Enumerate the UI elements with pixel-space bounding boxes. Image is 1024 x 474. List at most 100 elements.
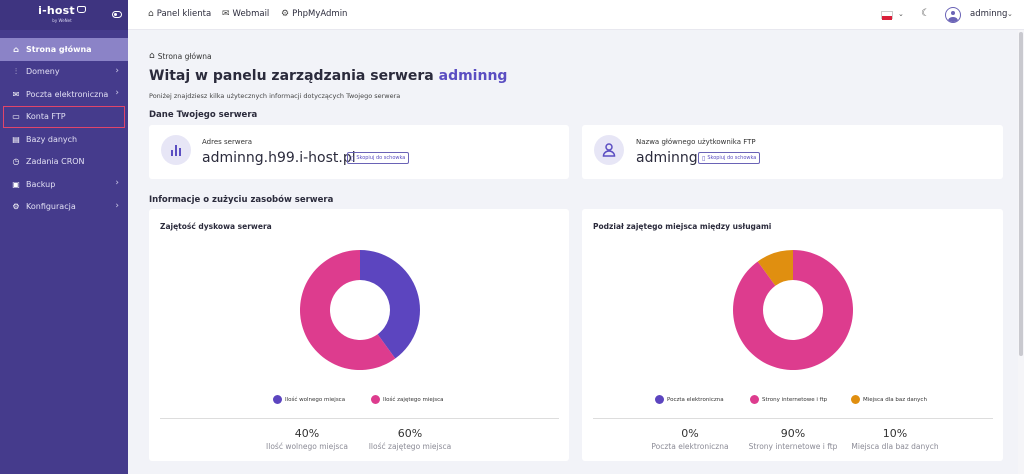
stat-value: 40% — [294, 427, 320, 440]
user-menu-name[interactable]: adminng — [970, 9, 1008, 19]
gear-icon: ⚙ — [281, 9, 290, 19]
breadcrumb-item[interactable]: Strona główna — [157, 51, 212, 61]
disk-usage-donut — [300, 250, 421, 370]
copy-server-address-button[interactable]: ▯ Skopiuj do schowka — [347, 152, 410, 164]
sidebar-item-poczta[interactable]: ✉ Poczta elektroniczna › — [0, 83, 128, 106]
sidebar-item-backup[interactable]: ▣ Backup › — [0, 173, 128, 196]
ftp-user-card: Nazwa głównego użytkownika FTP adminng ▯… — [582, 125, 1003, 179]
donut-slice-miejsca-dla-baz-danych[interactable] — [757, 250, 793, 286]
home-icon: ⌂ — [148, 9, 154, 19]
sidebar-item-label: Konta FTP — [26, 112, 66, 122]
sidebar-item-label: Bazy danych — [26, 134, 78, 144]
stat-value: 60% — [397, 427, 423, 440]
home-icon: ⌂ — [13, 44, 19, 54]
legend-swatch — [750, 395, 759, 404]
legend-item[interactable]: Poczta elektroniczna — [655, 395, 724, 404]
page-title-text: Witaj w panelu zarządzania serwera — [149, 68, 434, 84]
sidebar-toggle-icon[interactable] — [112, 11, 122, 18]
stat-free-space: 40% Ilość wolnego miejsca — [252, 427, 362, 451]
stat-mail: 0% Poczta elektroniczna — [635, 427, 745, 451]
top-bar: ⌂ Panel klienta ✉ Webmail ⚙ PhpMyAdmin ⌄… — [128, 0, 1024, 30]
topbar-link-label: PhpMyAdmin — [292, 9, 348, 19]
scrollbar-thumb[interactable] — [1019, 32, 1023, 356]
sidebar-item-bazy-danych[interactable]: ▤ Bazy danych — [0, 128, 128, 151]
copy-ftp-user-button[interactable]: ▯ Skopiuj do schowka — [698, 152, 761, 164]
logo-bar: i-host by WeNet — [0, 0, 128, 30]
sidebar-item-label: Strona główna — [26, 44, 92, 54]
sidebar-item-konfiguracja[interactable]: ⚙ Konfiguracja › — [0, 196, 128, 219]
page-title: Witaj w panelu zarządzania serwera admin… — [149, 68, 507, 84]
clipboard-icon: ▯ — [702, 154, 706, 162]
logo[interactable]: i-host by WeNet — [38, 4, 86, 23]
database-icon: ▤ — [12, 134, 20, 144]
logo-tagline: by WeNet — [52, 18, 72, 23]
legend-swatch — [371, 395, 380, 404]
legend-label: Poczta elektroniczna — [667, 396, 724, 403]
legend-item[interactable]: Ilość zajętego miejsca — [371, 395, 444, 404]
chevron-right-icon: › — [115, 200, 119, 211]
stat-value: 0% — [681, 427, 699, 440]
sidebar-item-strona-glowna[interactable]: ⌂ Strona główna — [0, 38, 128, 61]
legend-label: Strony internetowe i ftp — [762, 396, 828, 403]
chevron-right-icon: › — [115, 65, 119, 76]
topbar-link-label: Panel klienta — [156, 9, 212, 19]
stat-databases: 10% Miejsca dla baz danych — [840, 427, 950, 451]
server-address-value: adminng.h99.i-host.pl — [202, 150, 356, 166]
sidebar: i-host by WeNet ⌂ Strona główna ⫶ Domeny… — [0, 0, 128, 474]
legend-swatch — [851, 395, 860, 404]
chart-icon: ⫶ — [15, 66, 17, 76]
legend-label: Ilość zajętego miejsca — [383, 396, 444, 403]
sidebar-item-domeny[interactable]: ⫶ Domeny › — [0, 61, 128, 84]
sidebar-nav: ⌂ Strona główna ⫶ Domeny › ✉ Poczta elek… — [0, 38, 128, 218]
page-title-user: adminng — [438, 68, 508, 84]
sidebar-item-konta-ftp[interactable]: ▭ Konta FTP — [3, 105, 125, 129]
ftp-icon: ▭ — [12, 112, 20, 122]
sidebar-item-zadania-cron[interactable]: ◷ Zadania CRON — [0, 151, 128, 174]
avatar[interactable] — [945, 7, 961, 23]
topbar-link-label: Webmail — [232, 9, 270, 19]
home-icon: ⌂ — [149, 51, 155, 61]
copy-button-label: Skopiuj do schowka — [707, 155, 757, 161]
sidebar-item-label: Konfiguracja — [26, 202, 76, 212]
ftp-user-value: adminng — [636, 150, 698, 166]
legend-label: Ilość wolnego miejsca — [285, 396, 346, 403]
sidebar-item-label: Zadania CRON — [26, 157, 85, 167]
stat-label: Miejsca dla baz danych — [851, 442, 939, 451]
topbar-link-phpmyadmin[interactable]: ⚙ PhpMyAdmin — [281, 9, 347, 19]
chevron-right-icon: › — [115, 88, 119, 98]
topbar-link-webmail[interactable]: ✉ Webmail — [222, 9, 269, 19]
gear-icon: ⚙ — [12, 202, 20, 212]
usage-section-title: Informacje o zużyciu zasobów serwera — [149, 195, 334, 205]
server-address-card: Adres serwera adminng.h99.i-host.pl ▯ Sk… — [149, 125, 569, 179]
chevron-down-icon[interactable]: ⌄ — [1007, 10, 1013, 18]
backup-icon: ▣ — [12, 179, 20, 189]
dark-mode-icon[interactable]: ☾ — [921, 8, 930, 19]
donut-slice-ilo-zaj-tego-miejsca[interactable] — [300, 250, 396, 370]
stat-used-space: 60% Ilość zajętego miejsca — [355, 427, 465, 451]
ftp-user-label: Nazwa głównego użytkownika FTP — [636, 138, 756, 146]
stat-websites: 90% Strony internetowe i ftp — [738, 427, 848, 451]
donut-slice-strony-internetowe-i-ftp[interactable] — [733, 250, 853, 370]
donut-slice-ilo-wolnego-miejsca[interactable] — [360, 250, 421, 359]
clipboard-icon: ▯ — [351, 154, 355, 162]
divider — [593, 418, 993, 419]
server-section-title: Dane Twojego serwera — [149, 110, 258, 120]
topbar-link-panel-klienta[interactable]: ⌂ Panel klienta — [148, 9, 211, 19]
stat-label: Poczta elektroniczna — [651, 442, 729, 451]
legend-item[interactable]: Ilość wolnego miejsca — [273, 395, 345, 404]
chevron-down-icon[interactable]: ⌄ — [898, 10, 904, 18]
legend-item[interactable]: Strony internetowe i ftp — [750, 395, 827, 404]
stat-value: 90% — [780, 427, 806, 440]
user-icon — [594, 135, 624, 165]
page-scrollbar[interactable] — [1018, 30, 1024, 474]
legend-item[interactable]: Miejsca dla baz danych — [851, 395, 927, 404]
divider — [160, 418, 559, 419]
chart-title: Zajętość dyskowa serwera — [160, 222, 272, 231]
language-flag-icon[interactable] — [881, 11, 893, 20]
stat-label: Ilość wolnego miejsca — [266, 442, 348, 451]
disk-usage-card: Zajętość dyskowa serwera Ilość wolnego m… — [149, 209, 569, 461]
stat-value: 10% — [882, 427, 908, 440]
chevron-right-icon: › — [115, 178, 119, 188]
page-subtitle: Poniżej znajdziesz kilka użytecznych inf… — [149, 92, 401, 100]
mail-icon: ✉ — [222, 9, 230, 19]
